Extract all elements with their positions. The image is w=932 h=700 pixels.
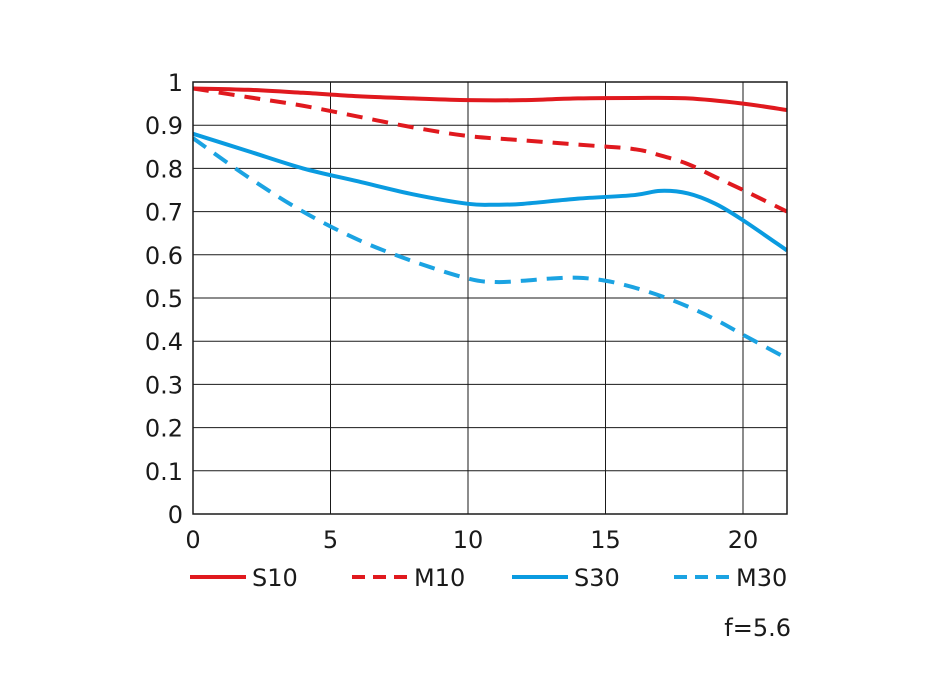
x-tick-label: 10 [453,526,484,554]
y-tick-label: 0.7 [145,199,183,227]
y-tick-label: 0.9 [145,112,183,140]
y-tick-label: 0.2 [145,415,183,443]
legend-label-s10: S10 [252,564,298,592]
x-tick-label: 0 [185,526,200,554]
legend: S10 M10 S30 M30 [190,564,787,592]
legend-label-m10: M10 [414,564,465,592]
y-tick-label: 0.3 [145,371,183,399]
x-axis-ticks: 0 5 10 15 20 [185,526,758,554]
y-tick-label: 0.4 [145,328,183,356]
series-line-m10 [193,86,787,214]
grid [192,81,787,515]
y-tick-label: 0.6 [145,242,183,270]
y-tick-label: 0.5 [145,285,183,313]
y-tick-label: 0.1 [145,458,183,486]
y-tick-label: 1 [168,69,183,97]
y-tick-label: 0.8 [145,155,183,183]
legend-label-m30: M30 [736,564,787,592]
x-tick-label: 5 [323,526,338,554]
series-lines [193,86,787,361]
series-line-s10 [193,86,787,113]
series-line-s30 [193,131,787,253]
plot-frame [192,81,788,515]
aperture-note: f=5.6 [724,614,791,642]
x-tick-label: 15 [590,526,621,554]
series-line-m30 [193,136,787,361]
legend-label-s30: S30 [574,564,620,592]
x-tick-label: 20 [728,526,759,554]
y-tick-label: 0 [168,501,183,529]
y-axis-ticks: 0 0.1 0.2 0.3 0.4 0.5 0.6 0.7 0.8 0.9 1 [145,69,183,529]
